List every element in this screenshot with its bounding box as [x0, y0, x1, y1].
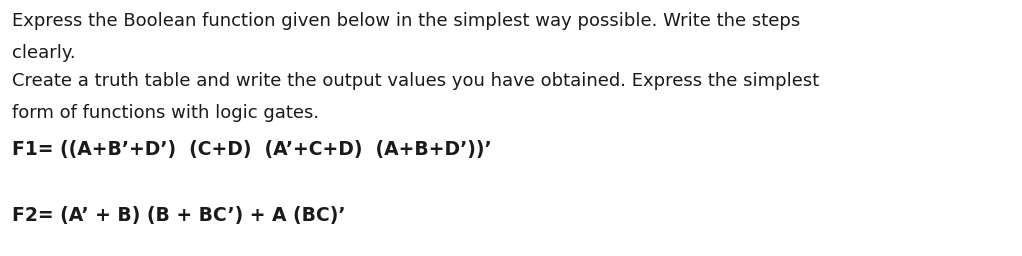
Text: clearly.: clearly. — [12, 44, 76, 61]
Text: Create a truth table and write the output values you have obtained. Express the : Create a truth table and write the outpu… — [12, 72, 820, 90]
Text: form of functions with logic gates.: form of functions with logic gates. — [12, 104, 320, 122]
Text: Express the Boolean function given below in the simplest way possible. Write the: Express the Boolean function given below… — [12, 12, 800, 29]
Text: F1= ((A+B’+D’)  (C+D)  (A’+C+D)  (A+B+D’))’: F1= ((A+B’+D’) (C+D) (A’+C+D) (A+B+D’))’ — [12, 140, 492, 158]
Text: F2= (A’ + B) (B + BC’) + A (BC)’: F2= (A’ + B) (B + BC’) + A (BC)’ — [12, 206, 345, 225]
